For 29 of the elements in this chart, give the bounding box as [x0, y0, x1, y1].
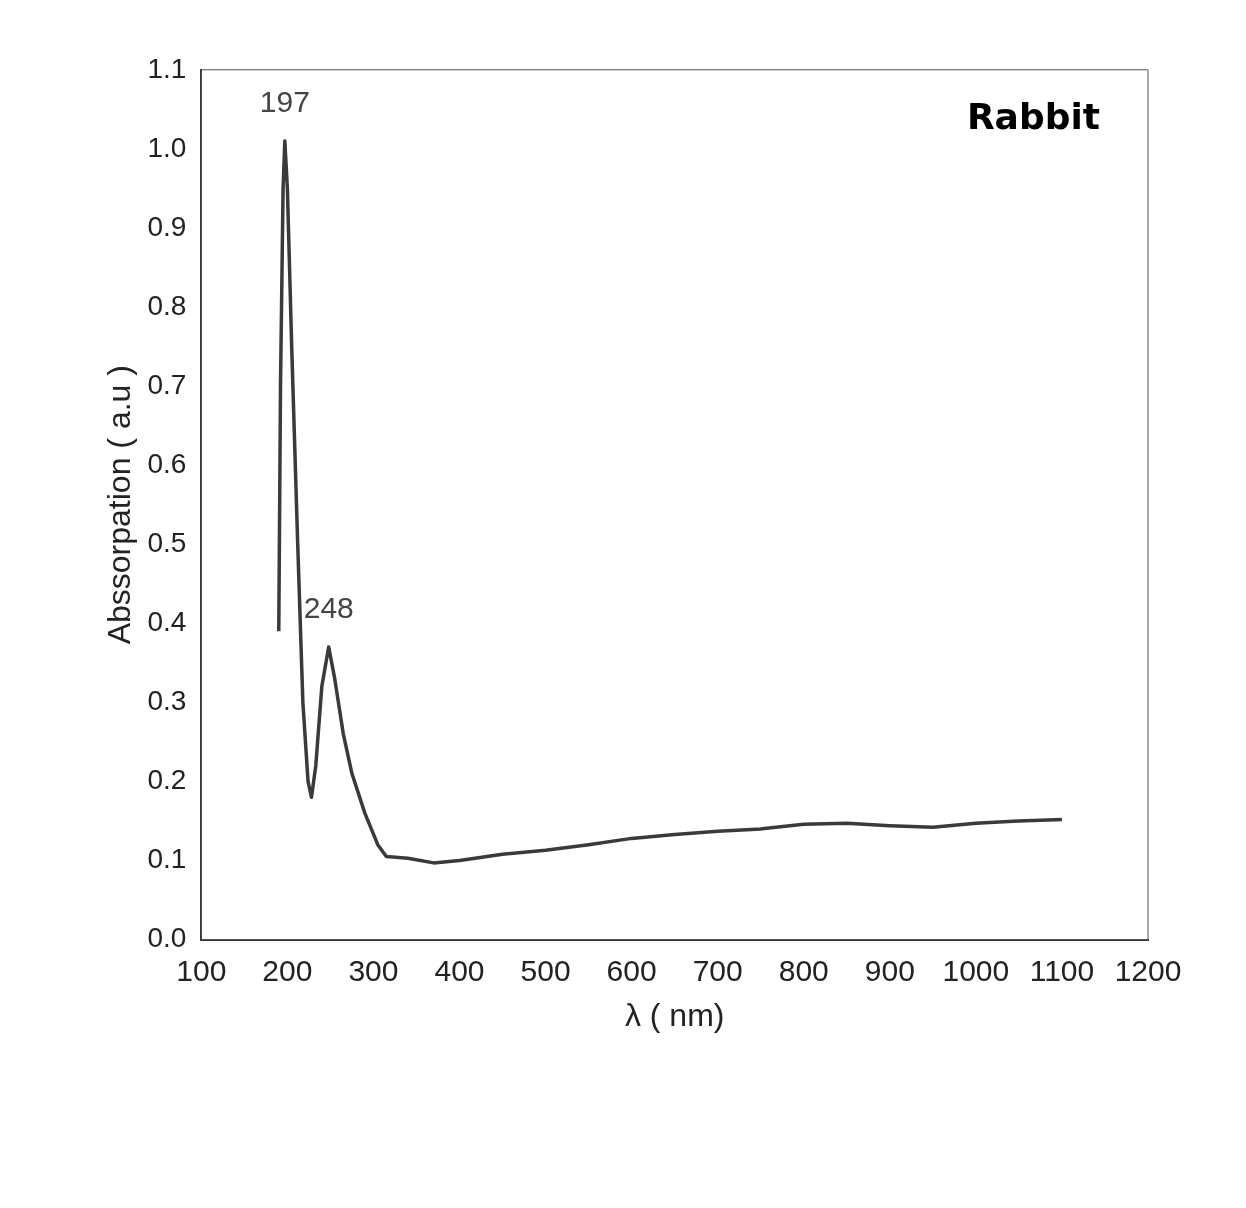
x-tick-label: 300 — [348, 953, 399, 987]
y-tick-label: 0.4 — [147, 606, 187, 638]
x-tick-label: 600 — [606, 953, 657, 987]
x-axis-title: λ ( nm) — [624, 996, 725, 1033]
x-tick-label: 400 — [434, 953, 485, 987]
x-tick-label: 800 — [778, 953, 829, 987]
y-tick-label: 0.7 — [147, 368, 187, 400]
x-tick-label: 200 — [262, 953, 313, 987]
x-tick-label: 1000 — [942, 953, 1010, 987]
x-tick-label: 100 — [176, 953, 227, 987]
y-tick-label: 0.6 — [147, 447, 187, 479]
annotation: 197 — [259, 85, 310, 119]
y-tick-label: 0.1 — [147, 843, 187, 875]
y-tick-label: 0.0 — [147, 922, 187, 954]
annotation: Rabbit — [966, 96, 1100, 138]
x-tick-label: 900 — [864, 953, 915, 987]
x-tick-label: 1100 — [1029, 953, 1095, 987]
y-tick-label: 0.3 — [147, 685, 187, 717]
y-tick-label: 1.1 — [147, 52, 187, 84]
y-tick-label: 0.5 — [147, 526, 187, 558]
y-tick-label: 1.0 — [147, 131, 187, 163]
y-tick-label: 0.8 — [147, 289, 187, 321]
y-tick-label: 0.9 — [147, 210, 187, 242]
x-tick-label: 700 — [692, 953, 743, 987]
x-tick-label: 500 — [520, 953, 571, 987]
y-axis-title: Abssorpation ( a.u ) — [101, 365, 138, 645]
annotation: 248 — [303, 591, 354, 625]
y-tick-label: 0.2 — [147, 764, 187, 796]
x-tick-label: 1200 — [1114, 953, 1182, 987]
